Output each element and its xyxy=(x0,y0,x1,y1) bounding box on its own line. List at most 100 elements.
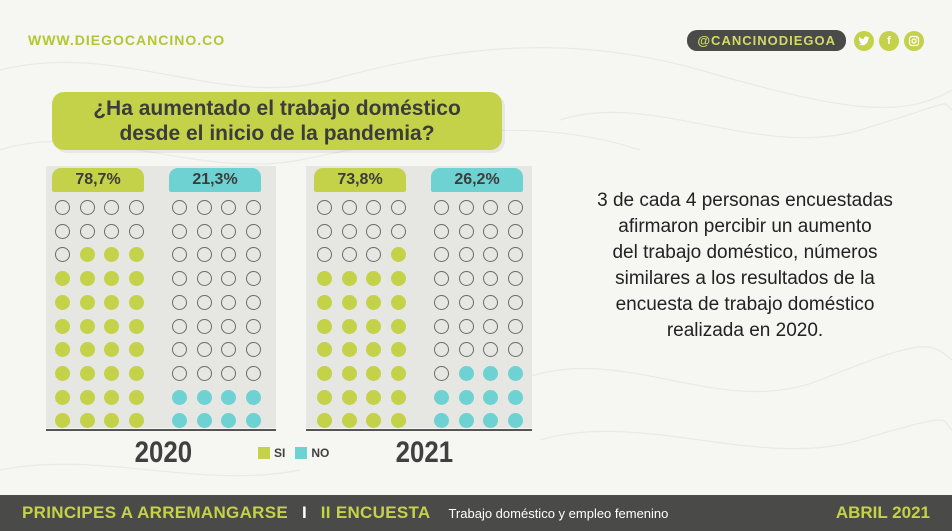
no-dot xyxy=(434,389,449,405)
si-dot xyxy=(366,271,381,287)
summary-line: 3 de cada 4 personas encuestadas xyxy=(597,190,893,211)
empty-dot xyxy=(434,342,449,358)
empty-dot xyxy=(341,223,357,239)
question-line-2: desde el inicio de la pandemia? xyxy=(119,122,435,145)
empty-dot xyxy=(483,294,498,310)
si-dot xyxy=(317,318,332,334)
empty-dot xyxy=(507,223,523,239)
si-dot xyxy=(104,365,119,381)
si-dot xyxy=(341,342,357,358)
empty-dot xyxy=(483,200,498,215)
baseline-2020 xyxy=(46,429,276,431)
si-dot xyxy=(390,271,406,287)
si-dot xyxy=(79,294,95,310)
si-dot xyxy=(104,342,119,358)
empty-dot xyxy=(196,365,212,381)
empty-dot xyxy=(317,223,332,239)
summary-line: encuesta de trabajo doméstico xyxy=(615,294,875,315)
si-dot xyxy=(366,389,381,405)
empty-dot xyxy=(172,365,187,381)
empty-dot xyxy=(55,200,70,215)
si-dot xyxy=(104,389,119,405)
empty-dot xyxy=(221,342,236,358)
footer-subtitle: Trabajo doméstico y empleo femenino xyxy=(448,505,669,521)
instagram-icon[interactable] xyxy=(904,30,924,51)
empty-dot xyxy=(172,271,187,287)
legend: SI NO xyxy=(258,446,329,460)
website-url[interactable]: WWW.DIEGOCANCINO.CO xyxy=(28,32,226,48)
no-dot xyxy=(245,389,261,405)
empty-dot xyxy=(196,342,212,358)
si-dot xyxy=(55,389,70,405)
footer-date: ABRIL 2021 xyxy=(835,503,930,522)
si-dot xyxy=(366,365,381,381)
summary-line: afirmaron percibir un aumento xyxy=(618,216,872,237)
empty-dot xyxy=(390,200,406,215)
no-dot xyxy=(196,389,212,405)
empty-dot xyxy=(104,223,119,239)
badge-si-2020: 78,7% xyxy=(52,168,144,192)
empty-dot xyxy=(172,247,187,263)
si-dot xyxy=(104,294,119,310)
empty-dot xyxy=(483,271,498,287)
no-dot xyxy=(196,413,212,429)
empty-dot xyxy=(483,318,498,334)
empty-dot xyxy=(434,318,449,334)
year-label-2021: 2021 xyxy=(395,436,454,469)
empty-dot xyxy=(507,271,523,287)
si-dot xyxy=(104,247,119,263)
si-dot xyxy=(104,318,119,334)
empty-dot xyxy=(458,294,474,310)
no-dot xyxy=(172,413,187,429)
empty-dot xyxy=(128,223,144,239)
footer-title: PRINCIPES A ARREMANGARSE xyxy=(22,503,289,522)
empty-dot xyxy=(221,223,236,239)
social-handle[interactable]: @CANCINODIEGOA xyxy=(687,30,846,51)
no-dot xyxy=(245,413,261,429)
si-dot xyxy=(317,365,332,381)
si-dot xyxy=(128,247,144,263)
empty-dot xyxy=(507,247,523,263)
si-dot xyxy=(128,342,144,358)
empty-dot xyxy=(172,223,187,239)
si-dot xyxy=(341,389,357,405)
facebook-icon[interactable]: f xyxy=(879,30,899,51)
no-dot xyxy=(221,389,236,405)
footer-survey: II ENCUESTA xyxy=(320,503,431,522)
si-dot xyxy=(55,271,70,287)
empty-dot xyxy=(390,223,406,239)
si-dot xyxy=(390,247,406,263)
empty-dot xyxy=(483,223,498,239)
footer-separator: I xyxy=(302,503,307,522)
empty-dot xyxy=(104,200,119,215)
twitter-icon[interactable] xyxy=(854,30,874,51)
empty-dot xyxy=(341,247,357,263)
no-dot xyxy=(221,413,236,429)
empty-dot xyxy=(245,294,261,310)
empty-dot xyxy=(245,247,261,263)
si-dot xyxy=(128,294,144,310)
empty-dot xyxy=(196,271,212,287)
si-dot xyxy=(317,271,332,287)
si-dot xyxy=(390,413,406,429)
si-dot xyxy=(128,271,144,287)
si-dot xyxy=(128,389,144,405)
si-dot xyxy=(341,413,357,429)
baseline-2021 xyxy=(306,429,532,431)
empty-dot xyxy=(434,200,449,215)
empty-dot xyxy=(221,318,236,334)
empty-dot xyxy=(196,318,212,334)
si-dot xyxy=(55,365,70,381)
empty-dot xyxy=(483,342,498,358)
empty-dot xyxy=(221,294,236,310)
question-banner: ¿Ha aumentado el trabajo doméstico desde… xyxy=(52,92,502,150)
no-dot xyxy=(458,389,474,405)
empty-dot xyxy=(458,223,474,239)
si-dot xyxy=(341,318,357,334)
empty-dot xyxy=(172,342,187,358)
empty-dot xyxy=(366,223,381,239)
empty-dot xyxy=(245,223,261,239)
empty-dot xyxy=(366,200,381,215)
empty-dot xyxy=(245,271,261,287)
si-dot xyxy=(79,413,95,429)
